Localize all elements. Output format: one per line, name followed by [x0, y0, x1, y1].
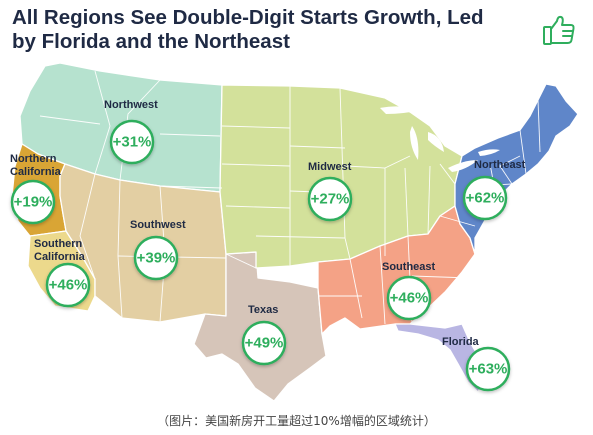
title-line-1: All Regions See Double-Digit Starts Grow… [12, 6, 484, 29]
region-label-southern-california-line2: California [34, 251, 86, 263]
region-label-southern-california-line1: Southern [34, 238, 83, 250]
region-label-southwest: Southwest [130, 219, 186, 231]
region-label-midwest: Midwest [308, 161, 352, 173]
growth-value-florida: +63% [469, 361, 508, 378]
region-label-northeast: Northeast [474, 159, 526, 171]
region-florida [394, 323, 487, 393]
page-title: All Regions See Double-Digit Starts Grow… [12, 6, 532, 54]
growth-bubble-southwest: +39% [133, 235, 179, 281]
thumbs-up-icon [543, 15, 575, 45]
region-label-southeast: Southeast [382, 261, 436, 273]
great-lakes [380, 106, 500, 172]
growth-value-southwest: +39% [137, 250, 176, 267]
growth-bubble-texas: +49% [241, 320, 287, 366]
growth-value-midwest: +27% [311, 191, 350, 208]
growth-bubble-northern-california: +19% [10, 179, 56, 225]
region-label-northwest: Northwest [104, 99, 158, 111]
growth-bubble-midwest: +27% [307, 176, 353, 222]
state-borders [39, 70, 541, 325]
region-label-texas: Texas [248, 304, 278, 316]
region-label-northern-california-line2: California [10, 166, 62, 178]
growth-value-southern-california: +46% [49, 277, 88, 294]
growth-bubble-florida: +63% [465, 346, 511, 392]
growth-bubble-southeast: +46% [386, 275, 432, 321]
growth-bubble-southern-california: +46% [45, 262, 91, 308]
growth-value-southeast: +46% [390, 290, 429, 307]
growth-value-texas: +49% [245, 335, 284, 352]
growth-value-northwest: +31% [113, 134, 152, 151]
region-label-northern-california-line1: Northern [10, 153, 57, 165]
growth-bubble-northwest: +31% [109, 119, 155, 165]
title-line-2: by Florida and the Northeast [12, 30, 290, 53]
growth-value-northern-california: +19% [14, 194, 53, 211]
region-southeast [317, 205, 476, 335]
region-label-florida: Florida [442, 336, 480, 348]
image-caption: （图片：美国新房开工量超过10%增幅的区域统计） [157, 414, 436, 428]
growth-bubble-northeast: +62% [462, 175, 508, 221]
growth-value-northeast: +62% [466, 190, 505, 207]
us-map: Northwest Northern California Southern C… [10, 62, 579, 402]
